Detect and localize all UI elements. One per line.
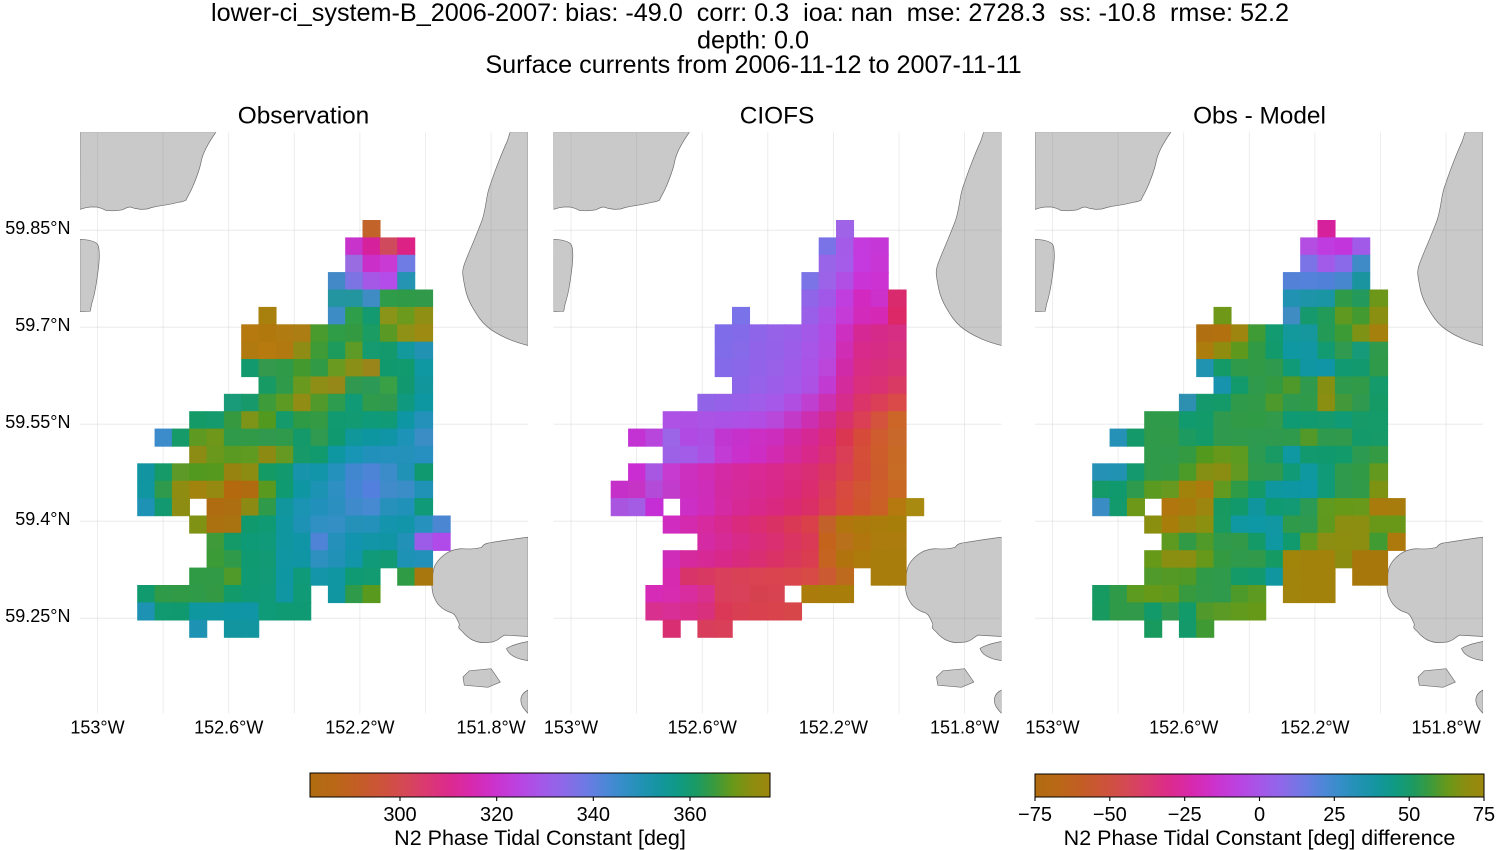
svg-text:152.6°W: 152.6°W	[194, 718, 263, 738]
svg-text:depth: 0.0: depth: 0.0	[697, 27, 809, 55]
svg-text:151.8°W: 151.8°W	[930, 718, 999, 738]
svg-text:50: 50	[1398, 804, 1420, 826]
svg-text:59.4°N: 59.4°N	[15, 509, 70, 529]
svg-text:−25: −25	[1168, 804, 1202, 826]
svg-text:151.8°W: 151.8°W	[456, 718, 525, 738]
svg-text:59.7°N: 59.7°N	[15, 315, 70, 335]
svg-text:152.2°W: 152.2°W	[325, 718, 394, 738]
svg-text:59.85°N: 59.85°N	[5, 218, 70, 238]
svg-text:152.6°W: 152.6°W	[1149, 718, 1218, 738]
svg-text:320: 320	[480, 804, 513, 826]
svg-text:340: 340	[577, 804, 610, 826]
svg-text:25: 25	[1323, 804, 1345, 826]
svg-text:Surface currents from 2006-11-: Surface currents from 2006-11-12 to 2007…	[485, 51, 1021, 79]
svg-text:lower-ci_system-B_2006-2007: b: lower-ci_system-B_2006-2007: bias: -49.0…	[211, 0, 1289, 27]
svg-text:−75: −75	[1018, 804, 1052, 826]
svg-text:N2 Phase Tidal Constant [deg]: N2 Phase Tidal Constant [deg]	[394, 826, 686, 850]
svg-text:153°W: 153°W	[1025, 718, 1079, 738]
svg-text:153°W: 153°W	[544, 718, 598, 738]
svg-text:−50: −50	[1093, 804, 1127, 826]
svg-text:151.8°W: 151.8°W	[1411, 718, 1480, 738]
svg-text:59.55°N: 59.55°N	[5, 412, 70, 432]
svg-text:N2 Phase Tidal Constant [deg]: N2 Phase Tidal Constant [deg] difference	[1064, 826, 1456, 850]
svg-text:Observation: Observation	[238, 103, 370, 130]
svg-text:152.6°W: 152.6°W	[668, 718, 737, 738]
svg-text:152.2°W: 152.2°W	[1280, 718, 1349, 738]
svg-text:Obs - Model: Obs - Model	[1193, 103, 1326, 130]
svg-text:CIOFS: CIOFS	[740, 103, 815, 130]
svg-text:75: 75	[1473, 804, 1495, 826]
svg-text:300: 300	[383, 804, 416, 826]
svg-text:153°W: 153°W	[70, 718, 124, 738]
svg-text:360: 360	[673, 804, 706, 826]
svg-text:152.2°W: 152.2°W	[799, 718, 868, 738]
svg-text:0: 0	[1254, 804, 1265, 826]
svg-text:59.25°N: 59.25°N	[5, 606, 70, 626]
